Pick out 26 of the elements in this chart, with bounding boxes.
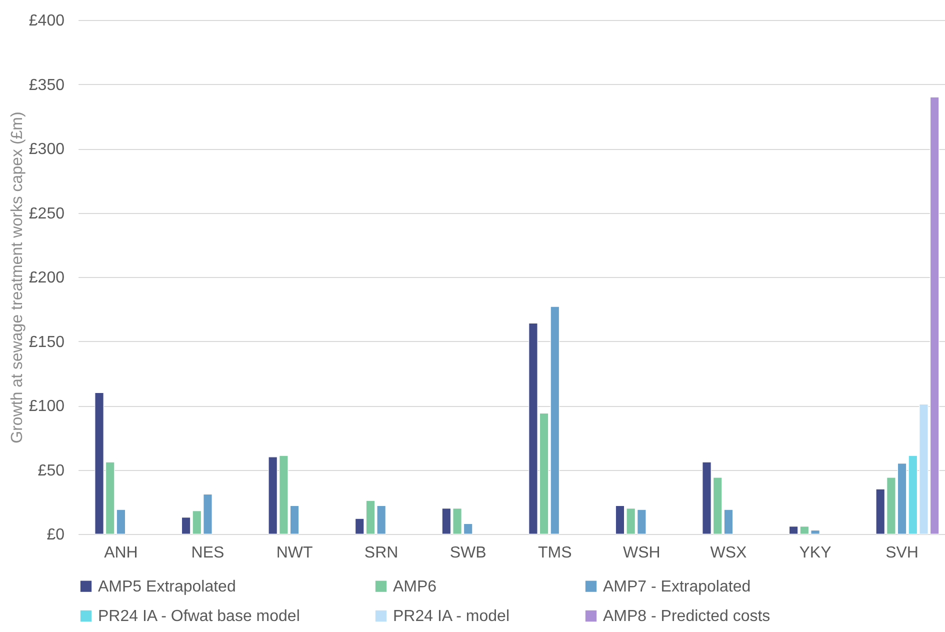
x-tick-label: NES [191,544,224,562]
y-tick-label: £0 [46,526,65,544]
x-tick-label: YKY [799,544,832,562]
y-tick-label: £300 [28,141,65,158]
legend-label: PR24 IA - Ofwat base model [98,608,300,625]
y-tick-label: £400 [28,12,65,30]
y-tick-label: £350 [28,76,65,94]
legend-label: AMP6 [393,578,437,596]
legend-label: AMP7 - Extrapolated [603,578,751,596]
y-tick-label: £50 [38,462,65,480]
x-tick-label: SRN [364,544,398,562]
x-tick-label: WSH [623,544,660,562]
x-tick-label: SWB [450,544,486,562]
legend-label: AMP8 - Predicted costs [603,608,770,625]
x-tick-label: SVH [886,544,918,562]
x-tick-label: TMS [538,544,572,562]
y-tick-label: £200 [28,270,65,286]
y-axis-title: Growth at sewage treatment works capex (£m) [8,112,26,444]
x-tick-label: NWT [276,544,313,562]
y-tick-label: £250 [28,205,65,222]
x-tick-label: ANH [104,544,138,562]
x-tick-label: WSX [710,544,748,562]
legend-label: PR24 IA - model [393,608,510,625]
legend-label: AMP5 Extrapolated [98,578,236,596]
y-tick-label: £100 [28,398,65,415]
y-tick-label: £150 [28,334,65,351]
